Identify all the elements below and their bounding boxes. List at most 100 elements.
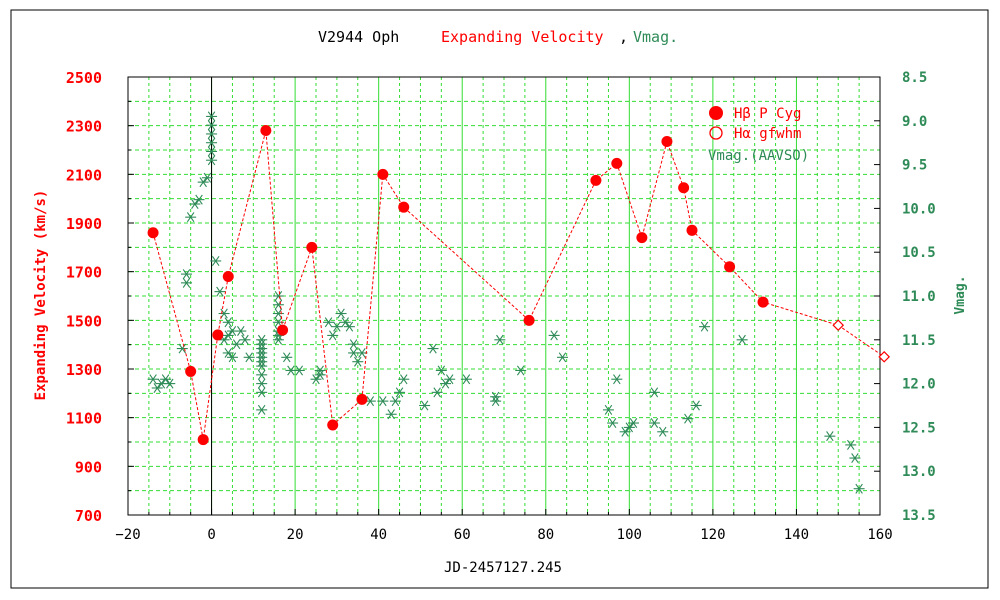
vmag-point (343, 321, 355, 332)
y-right-tick-label: 13.5 (902, 508, 936, 524)
vmag-point (323, 317, 335, 328)
vmag-point-stroke (207, 146, 216, 157)
vmag-point-stroke (224, 347, 233, 358)
vmag-point (176, 343, 188, 354)
vmag-point-stroke (491, 396, 500, 407)
vmag-point-stroke (157, 378, 166, 389)
grid (127, 76, 881, 516)
vmag-point-stroke (333, 321, 341, 332)
vmag-point (648, 387, 660, 398)
vmag-point-stroke (191, 199, 199, 210)
vmag-point (435, 365, 447, 376)
vmag-point-stroke (349, 339, 358, 350)
vmag-point-stroke (283, 352, 291, 363)
legend-label-halpha: Hα gfwhm (734, 126, 801, 142)
vmag-point (256, 387, 268, 398)
vmag-point (431, 387, 443, 398)
vmag-point-stroke (207, 120, 216, 131)
halpha-point (832, 319, 845, 332)
vmag-point (231, 339, 243, 350)
vmag-point-stroke (349, 347, 358, 358)
vmag-point (214, 286, 226, 297)
vmag-point (201, 172, 213, 183)
vmag-point (736, 334, 748, 345)
vmag-point-stroke (257, 369, 266, 380)
y-left-tick-label: 1700 (66, 264, 102, 282)
vmag-point (206, 146, 218, 157)
vmag-point-stroke (257, 356, 266, 367)
y-right-tick-label: 9.0 (902, 114, 927, 130)
vmag-point (281, 352, 293, 363)
y-right-tick-label: 12.0 (902, 377, 936, 393)
vmag-point-stroke (629, 418, 638, 429)
vmag-point-stroke (550, 330, 558, 341)
vmag-point (385, 409, 397, 420)
vmag-point-stroke (257, 334, 266, 345)
vmag-point (222, 317, 234, 328)
title-object: V2944 Oph (318, 28, 399, 46)
vmag-point-stroke (257, 404, 266, 415)
hbeta-point (590, 174, 602, 186)
vmag-point (314, 369, 326, 380)
y-right-axis-label: Vmag. (953, 275, 968, 314)
vmag-point (206, 128, 218, 139)
hbeta-point (277, 324, 289, 336)
vmag-point-stroke (232, 339, 241, 350)
vmag-point-stroke (604, 404, 613, 415)
vmag-point-stroke (433, 387, 441, 398)
vmag-point (256, 356, 268, 367)
vmag-point (494, 334, 506, 345)
vmag-point (272, 308, 284, 319)
vmag-point-stroke (328, 330, 337, 341)
vmag-point (222, 330, 234, 341)
vmag-point (853, 483, 865, 494)
y-left-tick-label: 1300 (66, 361, 102, 379)
vmag-point (226, 352, 238, 363)
hbeta-point (686, 224, 698, 236)
vmag-point (556, 352, 568, 363)
vmag-point-stroke (257, 361, 266, 372)
vmag-point-stroke (257, 347, 266, 358)
vmag-point (147, 374, 159, 385)
vmag-point (623, 422, 635, 433)
x-tick-label: 0 (207, 527, 215, 543)
y-right-tick-label: 9.5 (902, 158, 927, 174)
vmag-point-stroke (379, 396, 387, 407)
vmag-point (160, 374, 172, 385)
hbeta-point (611, 157, 623, 169)
vmag-point (210, 255, 222, 266)
vmag-point (239, 334, 251, 345)
vmag-point-stroke (220, 308, 228, 319)
vmag-point-stroke (274, 334, 283, 345)
hbeta-point (724, 261, 736, 273)
vmag-point-stroke (207, 128, 216, 139)
vmag-point (272, 291, 284, 301)
legend-marker-hbeta (709, 106, 723, 120)
vmag-point-stroke (199, 177, 207, 188)
x-tick-label: 20 (287, 527, 304, 543)
vmag-point-stroke (650, 418, 659, 429)
velocity-connecting-line (152, 130, 885, 440)
vmag-point-stroke (738, 334, 746, 345)
y-left-tick-label: 2500 (66, 69, 102, 87)
axes (127, 76, 881, 516)
vmag-point (619, 426, 631, 437)
vmag-point-stroke (257, 387, 266, 398)
vmag-point-stroke (851, 453, 859, 464)
vmag-point-stroke (245, 352, 253, 363)
legend-marker-halpha (709, 126, 723, 140)
vmag-point (206, 120, 218, 131)
hbeta-point (661, 135, 673, 147)
vmag-point (310, 374, 322, 385)
x-tick-label: 60 (454, 527, 471, 543)
vmag-point (628, 418, 640, 429)
vmag-point-stroke (354, 356, 362, 367)
vmag-point-stroke (211, 255, 220, 266)
y-right-tick-label: 11.5 (902, 333, 936, 349)
x-axis-label: JD-2457127.245 (444, 560, 562, 576)
y-left-tick-label: 1500 (66, 312, 102, 330)
vmag-point (197, 177, 209, 188)
y-right-tick-label: 10.0 (902, 201, 936, 217)
x-tick-label: 160 (867, 527, 892, 543)
